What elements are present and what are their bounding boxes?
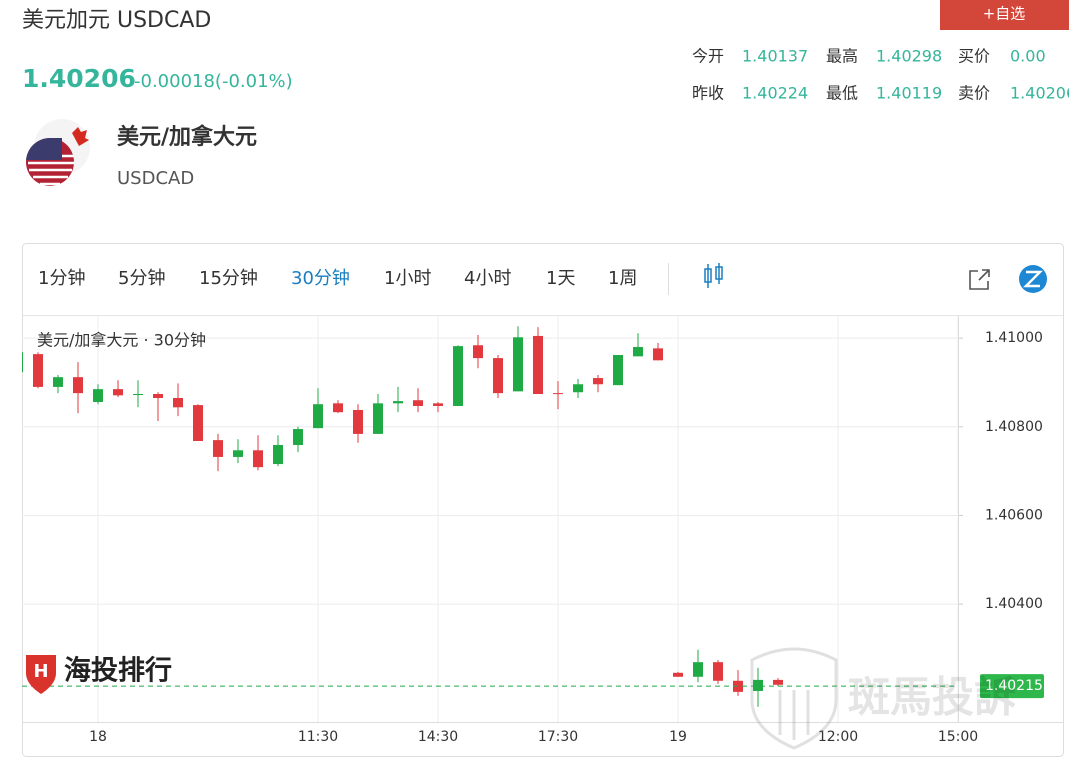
candle-body — [193, 405, 203, 441]
stat-value: 1.40298 — [876, 47, 942, 66]
x-tick-label: 11:30 — [298, 729, 338, 745]
x-tick-label: 19 — [669, 729, 687, 745]
candle-body — [93, 389, 103, 402]
timeframe-tab[interactable]: 4小时 — [464, 268, 511, 289]
candle-body — [753, 679, 763, 691]
candle-body — [233, 450, 243, 457]
candle-body — [22, 352, 23, 373]
candle-body — [533, 335, 543, 395]
flag-icon — [26, 119, 90, 186]
timeframe-tab[interactable]: 15分钟 — [199, 268, 258, 289]
candle-body — [273, 444, 283, 465]
stat-label: 卖价 — [958, 84, 990, 103]
candle-body — [713, 662, 723, 681]
timeframe-tab[interactable]: 1分钟 — [38, 268, 85, 289]
stat-value: 1.40224 — [742, 84, 808, 103]
candle-body — [113, 389, 123, 396]
page-title: 美元加元 USDCAD — [22, 8, 211, 33]
share-icon[interactable] — [969, 269, 990, 290]
x-tick-label: 12:00 — [818, 729, 858, 745]
x-tick-label: 14:30 — [418, 729, 458, 745]
watermark-logo: H — [26, 655, 56, 694]
timeframe-tab[interactable]: 1小时 — [384, 268, 431, 289]
candle-body — [33, 354, 43, 387]
candle-body — [393, 401, 403, 404]
candle-body — [473, 345, 483, 359]
stats: 今开 1.40137 最高 1.40298 买价 0.00 昨收 1.40224 最低 1.401… — [692, 47, 1069, 103]
candle-body — [553, 393, 563, 395]
timeframe-tabs: 1分钟 5分钟 15分钟 30分钟 1小时 4小时 1天 1周 — [38, 268, 637, 289]
logo-glyph: H — [33, 661, 48, 682]
candle-body — [593, 378, 603, 385]
button-label[interactable]: +自选 — [983, 5, 1026, 23]
candle-body — [513, 337, 523, 392]
instrument-name: 美元/加拿大元 — [117, 124, 257, 150]
candle-body — [633, 347, 643, 357]
candle-body — [173, 397, 183, 408]
candle-body — [653, 348, 663, 361]
y-tick-label: 1.41000 — [985, 330, 1043, 346]
candle-body — [353, 409, 363, 434]
candle-body — [153, 394, 163, 398]
candle-body — [693, 662, 703, 677]
instrument-code: USDCAD — [117, 168, 194, 189]
price-change: -0.00018(-0.01%) — [134, 71, 293, 92]
candle-body — [253, 450, 263, 468]
brand-icon[interactable] — [1019, 265, 1047, 293]
candle-body — [293, 429, 303, 445]
stat-label: 买价 — [958, 47, 990, 66]
candle-body — [133, 394, 143, 396]
stat-value: 1.40137 — [742, 47, 808, 66]
candle-body — [313, 404, 323, 429]
last-price-label: 1.40215 — [985, 678, 1043, 694]
stat-label: 最高 — [826, 47, 858, 66]
stat-value: 1.40119 — [876, 84, 942, 103]
watermark: 海投排行 — [64, 655, 172, 687]
y-tick-label: 1.40400 — [985, 596, 1043, 612]
timeframe-tab[interactable]: 1天 — [546, 268, 575, 289]
candle-body — [73, 377, 83, 394]
timeframe-tab[interactable]: 1周 — [608, 268, 637, 289]
last-price-tag — [980, 674, 1044, 699]
stat-label: 今开 — [692, 47, 724, 66]
chart-panel — [22, 243, 1064, 757]
candle-body — [613, 355, 623, 386]
chart: 1.40400 1.40600 1.40800 1.41000 18 11:30 14:30… — [22, 316, 1063, 745]
add-watch-button[interactable] — [940, 0, 1069, 30]
candles — [22, 326, 783, 707]
y-tick-label: 1.40600 — [985, 507, 1043, 523]
timeframe-tab[interactable]: 30分钟 — [291, 268, 350, 289]
timeframe-tab[interactable]: 5分钟 — [118, 268, 165, 289]
candle-body — [493, 358, 503, 394]
chart-legend: 美元/加拿大元 · 30分钟 — [37, 331, 206, 350]
watermark: 斑馬投訴 — [848, 673, 1016, 722]
stat-value: 1.40206 — [1010, 84, 1069, 103]
watermark-shield — [750, 647, 838, 750]
candle-body — [333, 403, 343, 413]
y-tick-label: 1.40800 — [985, 419, 1043, 435]
price: 1.40206 — [22, 64, 136, 93]
candle-body — [773, 679, 783, 685]
candle-body — [673, 672, 683, 677]
candle-body — [433, 403, 443, 406]
x-tick-label: 15:00 — [938, 729, 978, 745]
candle-body — [373, 403, 383, 434]
candle-body — [573, 384, 583, 393]
candle-body — [453, 346, 463, 406]
stat-value: 0.00 — [1010, 47, 1046, 66]
x-tick-label: 17:30 — [538, 729, 578, 745]
candle-body — [413, 400, 423, 406]
chart-type-icon[interactable] — [704, 263, 723, 288]
stat-label: 昨收 — [692, 84, 724, 103]
stat-label: 最低 — [826, 84, 858, 103]
candle-body — [53, 377, 63, 387]
x-tick-label: 18 — [89, 729, 107, 745]
candle-body — [213, 440, 223, 457]
